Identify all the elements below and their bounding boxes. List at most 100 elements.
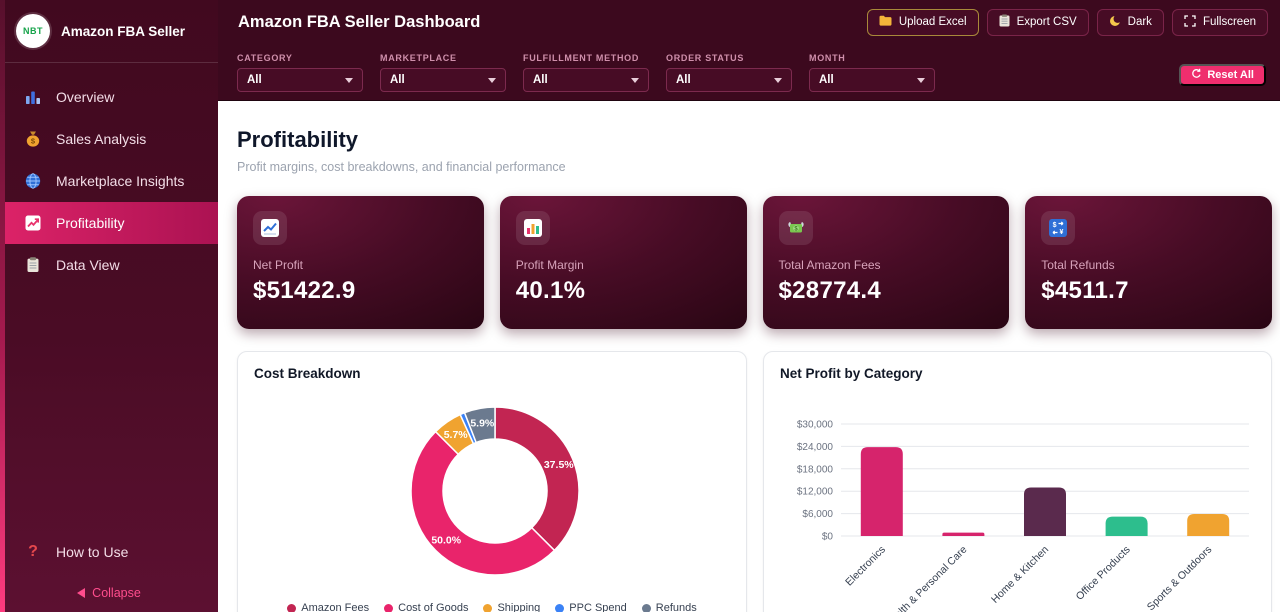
brand-name: Amazon FBA Seller — [61, 23, 186, 39]
x-category-label: Sports & Outdoors — [1145, 544, 1215, 612]
kpi-net-profit: Net Profit $51422.9 — [237, 196, 484, 329]
y-tick-label: $24,000 — [797, 442, 834, 453]
donut-segment-0[interactable] — [494, 406, 580, 552]
x-category-label: Health & Personal Care — [883, 544, 970, 612]
category-select[interactable]: All — [237, 68, 363, 92]
legend-item[interactable]: Cost of Goods — [384, 602, 468, 612]
export-csv-label: Export CSV — [1016, 16, 1077, 28]
x-category-label: Electronics — [843, 544, 888, 589]
donut-segment-label: 5.7% — [444, 429, 469, 441]
dark-mode-button[interactable]: Dark — [1096, 8, 1164, 36]
filter-category: CATEGORY All — [237, 53, 363, 92]
brand-logo-text: NBT — [23, 26, 43, 36]
bar-chart-icon — [23, 87, 43, 107]
fulfillment-method-select[interactable]: All — [523, 68, 649, 92]
kpi-label: Total Refunds — [1041, 258, 1115, 272]
sidebar-item-profitability[interactable]: Profitability — [0, 202, 218, 244]
money-bag-icon: $ — [23, 129, 43, 149]
sidebar-item-label: Profitability — [56, 215, 125, 231]
sidebar-item-label: Overview — [56, 89, 115, 105]
chevron-down-icon — [345, 77, 353, 83]
fullscreen-label: Fullscreen — [1202, 16, 1256, 28]
donut-segment-4[interactable] — [463, 406, 496, 444]
chart-up-icon — [23, 213, 43, 233]
net-profit-bar-chart[interactable]: $0 $6,000 $12,000 $18,000 $24,000 $30,000 Elec… — [780, 385, 1257, 612]
donut-segment-label: 50.0% — [431, 534, 461, 546]
kpi-label: Profit Margin — [515, 258, 584, 272]
header-actions: Upload Excel Export CSV Dark Fullscreen — [866, 8, 1268, 36]
svg-text:$: $ — [31, 137, 36, 146]
money-wings-icon: $ — [778, 211, 813, 245]
x-category-label: Office Products — [1074, 544, 1133, 603]
clipboard-icon — [23, 255, 43, 275]
bar-0[interactable] — [860, 447, 903, 536]
sidebar-nav: Overview $ Sales Analysis Marketplace In… — [0, 76, 218, 286]
chevron-left-icon — [77, 588, 86, 598]
y-tick-label: $12,000 — [797, 487, 834, 498]
reset-all-label: Reset All — [1207, 69, 1254, 81]
legend-dot — [483, 603, 493, 612]
export-csv-button[interactable]: Export CSV — [986, 8, 1089, 36]
net-profit-by-category-card: Net Profit by Category $0 $6,000 $12,000 $1… — [763, 351, 1272, 612]
legend-label: Amazon Fees — [301, 602, 370, 612]
sidebar-item-data-view[interactable]: Data View — [0, 244, 218, 286]
kpi-value: $28774.4 — [778, 277, 882, 304]
legend-item[interactable]: Shipping — [483, 602, 540, 612]
chevron-down-icon — [917, 77, 925, 83]
svg-text:$: $ — [794, 226, 798, 232]
chart-line-icon — [253, 211, 287, 245]
donut-legend: Amazon Fees Cost of Goods Shipping PPC Spen… — [254, 602, 730, 612]
legend-label: Cost of Goods — [398, 602, 469, 612]
filter-fulfillment-method: FULFILLMENT METHOD All — [523, 53, 649, 92]
kpi-label: Net Profit — [253, 258, 304, 272]
sidebar-item-marketplace-insights[interactable]: Marketplace Insights — [0, 160, 218, 202]
y-tick-label: $30,000 — [797, 420, 834, 431]
bar-3[interactable] — [1105, 516, 1148, 536]
legend-dot — [641, 603, 651, 612]
filter-order-status: ORDER STATUS All — [666, 53, 792, 92]
kpi-row: Net Profit $51422.9 Profit Margin 40.1% … — [237, 196, 1272, 329]
chevron-down-icon — [774, 77, 782, 83]
sidebar-item-overview[interactable]: Overview — [0, 76, 218, 118]
filter-bar: CATEGORY All MARKETPLACE All FULFILLMENT… — [218, 44, 1280, 101]
fullscreen-button[interactable]: Fullscreen — [1171, 8, 1268, 36]
chart-title: Net Profit by Category — [780, 366, 923, 381]
svg-text:¥: ¥ — [1060, 229, 1064, 236]
brand: NBT Amazon FBA Seller — [0, 0, 218, 63]
dark-mode-label: Dark — [1127, 16, 1152, 28]
legend-label: Refunds — [655, 602, 697, 612]
collapse-button[interactable]: Collapse — [0, 586, 218, 600]
chevron-down-icon — [631, 77, 639, 83]
filter-label: MARKETPLACE — [380, 53, 457, 63]
order-status-select[interactable]: All — [666, 68, 792, 92]
marketplace-select[interactable]: All — [380, 68, 506, 92]
donut-segment-label: 5.9% — [470, 418, 495, 430]
how-to-use-button[interactable]: ? How to Use — [0, 532, 218, 572]
cost-breakdown-donut-chart[interactable]: 37.5% 50.0% 5.7%5.9% — [254, 385, 732, 595]
y-tick-label: $0 — [822, 532, 834, 543]
bar-2[interactable] — [1024, 487, 1066, 536]
sidebar: NBT Amazon FBA Seller Overview $ Sales A… — [0, 0, 218, 612]
fullscreen-icon — [1184, 14, 1196, 30]
svg-text:$: $ — [1053, 222, 1057, 229]
reset-all-button[interactable]: Reset All — [1179, 64, 1266, 86]
bar-4[interactable] — [1187, 513, 1230, 536]
kpi-value: $4511.7 — [1041, 277, 1129, 304]
legend-item[interactable]: Refunds — [641, 602, 697, 612]
donut-segment-1[interactable] — [410, 430, 556, 576]
month-select[interactable]: All — [809, 68, 935, 92]
legend-item[interactable]: Amazon Fees — [287, 602, 369, 612]
sidebar-item-sales-analysis[interactable]: $ Sales Analysis — [0, 118, 218, 160]
y-tick-label: $18,000 — [797, 464, 834, 475]
select-value: All — [676, 74, 691, 86]
kpi-value: $51422.9 — [253, 277, 356, 304]
kpi-profit-margin: Profit Margin 40.1% — [499, 196, 747, 329]
upload-excel-button[interactable]: Upload Excel — [866, 8, 979, 36]
legend-dot — [287, 603, 297, 612]
legend-item[interactable]: PPC Spend — [555, 602, 627, 612]
bar-1[interactable] — [942, 532, 985, 536]
select-value: All — [247, 74, 262, 86]
folder-icon — [879, 15, 892, 29]
cost-breakdown-card: Cost Breakdown 37.5% 50.0% 5.7% 5.9% Amazon… — [237, 351, 747, 612]
